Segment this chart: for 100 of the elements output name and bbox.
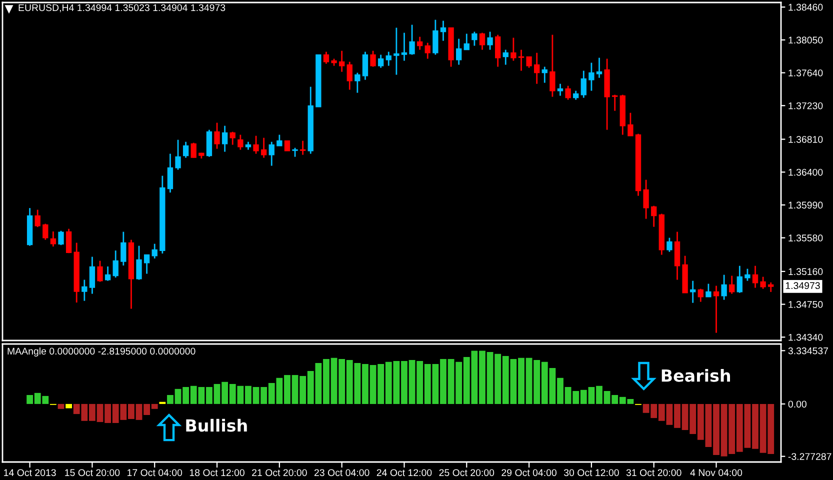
candlestick: [260, 137, 267, 158]
candlestick: [206, 129, 212, 158]
x-tick-label: 23 Oct 04:00: [314, 469, 370, 476]
candlestick: [182, 141, 189, 158]
candlestick: [378, 54, 384, 68]
x-tick-label: 18 Oct 12:00: [190, 469, 244, 476]
candlestick: [526, 56, 532, 68]
candlestick: [112, 250, 118, 278]
candlestick: [440, 20, 446, 42]
x-tick-label: 25 Oct 20:00: [439, 469, 494, 476]
candlestick: [752, 265, 758, 288]
candlestick: [394, 27, 400, 76]
candlestick: [104, 266, 111, 282]
candlestick: [190, 142, 196, 158]
candlestick: [82, 279, 88, 302]
candlestick: [580, 70, 586, 98]
candlestick: [666, 237, 672, 253]
candlestick: [167, 153, 174, 194]
candlestick: [97, 260, 103, 282]
candlestick: [50, 230, 56, 248]
y-tick-label: 1.38460: [788, 4, 823, 11]
y-tick-label: 1.35990: [788, 202, 823, 209]
candlestick: [268, 141, 274, 166]
y-tick-label: 1.35580: [788, 234, 823, 242]
y-tick-label: 1.34340: [788, 334, 823, 341]
y-tick-label: 1.36810: [788, 136, 823, 143]
candlestick: [706, 283, 712, 298]
y-tick-label: 1.38050: [788, 36, 823, 44]
candlestick: [230, 131, 236, 146]
bar: [66, 404, 72, 408]
bar: [58, 404, 64, 409]
candlestick: [542, 66, 548, 84]
candlestick: [338, 50, 345, 72]
candlestick: [651, 205, 657, 228]
x-tick-label: 30 Oct 12:00: [564, 469, 619, 476]
candlestick: [238, 134, 244, 150]
candlestick: [612, 94, 618, 112]
y-tick-label: 1.34750: [788, 301, 823, 308]
candlestick: [464, 33, 470, 50]
candlestick: [518, 49, 524, 72]
candlestick: [565, 85, 571, 100]
candlestick: [175, 139, 181, 170]
candlestick: [152, 243, 158, 260]
candlestick: [214, 122, 220, 150]
candlestick: [456, 38, 462, 66]
text: 1.34973: [786, 282, 820, 290]
candlestick: [401, 32, 408, 62]
y-tick-label: -3.277287: [788, 453, 832, 460]
annotation: Bullish: [186, 418, 247, 432]
x-tick-label: 29 Oct 04:00: [502, 469, 556, 476]
y-tick-label: 3.334537: [788, 347, 828, 354]
candlestick: [253, 135, 259, 154]
candlestick: [120, 231, 126, 266]
x-tick-label: 4 Nov 04:00: [690, 469, 742, 476]
chart-title: MAAngle 0.0000000 -2.8195000 0.0000000: [8, 347, 196, 357]
candlestick: [510, 37, 516, 62]
candlestick: [643, 179, 649, 220]
y-tick-label: 0.00: [788, 400, 806, 408]
candlestick: [370, 50, 376, 68]
candlestick: [729, 275, 735, 294]
candlestick: [136, 245, 142, 280]
y-tick-label: 1.36400: [788, 168, 823, 176]
annotation: Bearish: [662, 368, 730, 382]
candlestick: [346, 61, 352, 90]
candlestick: [534, 52, 540, 85]
x-tick-label: 31 Oct 20:00: [626, 469, 682, 476]
candlestick: [284, 140, 290, 152]
candlestick: [386, 51, 392, 66]
candlestick: [34, 209, 40, 228]
candlestick: [424, 42, 430, 60]
candlestick: [495, 34, 501, 68]
candlestick: [323, 51, 330, 64]
candlestick: [362, 51, 368, 81]
candlestick: [66, 228, 72, 254]
candlestick: [502, 49, 508, 66]
y-tick-label: 1.37230: [788, 102, 823, 110]
candlestick: [300, 140, 306, 156]
candlestick: [416, 36, 423, 50]
candlestick: [432, 19, 438, 56]
candlestick: [144, 254, 150, 274]
x-tick-label: 17 Oct 04:00: [128, 469, 182, 476]
x-tick-label: 14 Oct 2013: [4, 469, 56, 476]
candlestick: [744, 268, 750, 282]
candlestick: [354, 72, 360, 94]
y-tick-label: 1.37640: [788, 69, 823, 76]
candlestick: [713, 285, 720, 334]
candlestick: [222, 125, 228, 152]
candlestick: [698, 288, 704, 302]
y-tick-label: 1.35160: [788, 268, 823, 276]
x-tick-label: 24 Oct 12:00: [376, 469, 432, 476]
chart-title: EURUSD,H4 1.34994 1.35023 1.34904 1.34973: [18, 4, 226, 12]
candlestick: [42, 223, 48, 240]
candlestick: [479, 32, 486, 50]
candlestick: [628, 112, 634, 137]
candlestick: [588, 62, 594, 92]
candlestick: [58, 230, 64, 246]
candlestick: [472, 31, 478, 46]
candlestick: [276, 134, 282, 147]
candlestick: [409, 24, 415, 56]
candlestick: [550, 34, 556, 98]
